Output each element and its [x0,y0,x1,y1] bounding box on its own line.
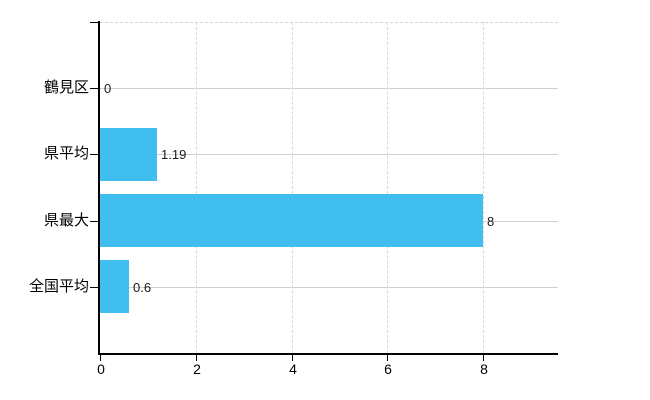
y-axis-tick [90,221,98,222]
x-axis-tick [483,355,484,361]
x-axis-tick [100,355,101,361]
y-axis-line [98,21,100,355]
x-tick-label: 6 [384,361,392,377]
vertical-gridline [387,22,388,353]
vertical-gridline [196,22,197,353]
x-axis-tick [196,355,197,361]
horizontal-gridline [100,88,558,89]
bar [100,260,129,313]
bar-value-label: 1.19 [161,147,187,162]
x-tick-label: 4 [289,361,297,377]
horizontal-gridline [100,287,558,288]
x-axis-tick [292,355,293,361]
bar-value-label: 8 [487,214,495,229]
y-axis-tick [90,154,98,155]
category-label: 全国平均 [28,278,89,295]
y-axis-tick [90,22,98,23]
bar-value-label: 0 [104,81,112,96]
x-tick-label: 8 [480,361,488,377]
category-label: 県平均 [43,145,89,162]
category-label: 県最大 [43,212,89,229]
plot-area [100,22,558,353]
x-tick-label: 0 [97,361,105,377]
y-axis-tick [90,88,98,89]
y-axis-tick [90,287,98,288]
x-axis-line [98,353,558,355]
category-label: 鶴見区 [43,79,89,96]
bar [100,128,157,181]
x-tick-label: 2 [193,361,201,377]
horizontal-gridline [100,154,558,155]
vertical-gridline [292,22,293,353]
bar-value-label: 0.6 [133,280,152,295]
bar [100,194,483,247]
x-axis-tick [387,355,388,361]
vertical-gridline [483,22,484,353]
